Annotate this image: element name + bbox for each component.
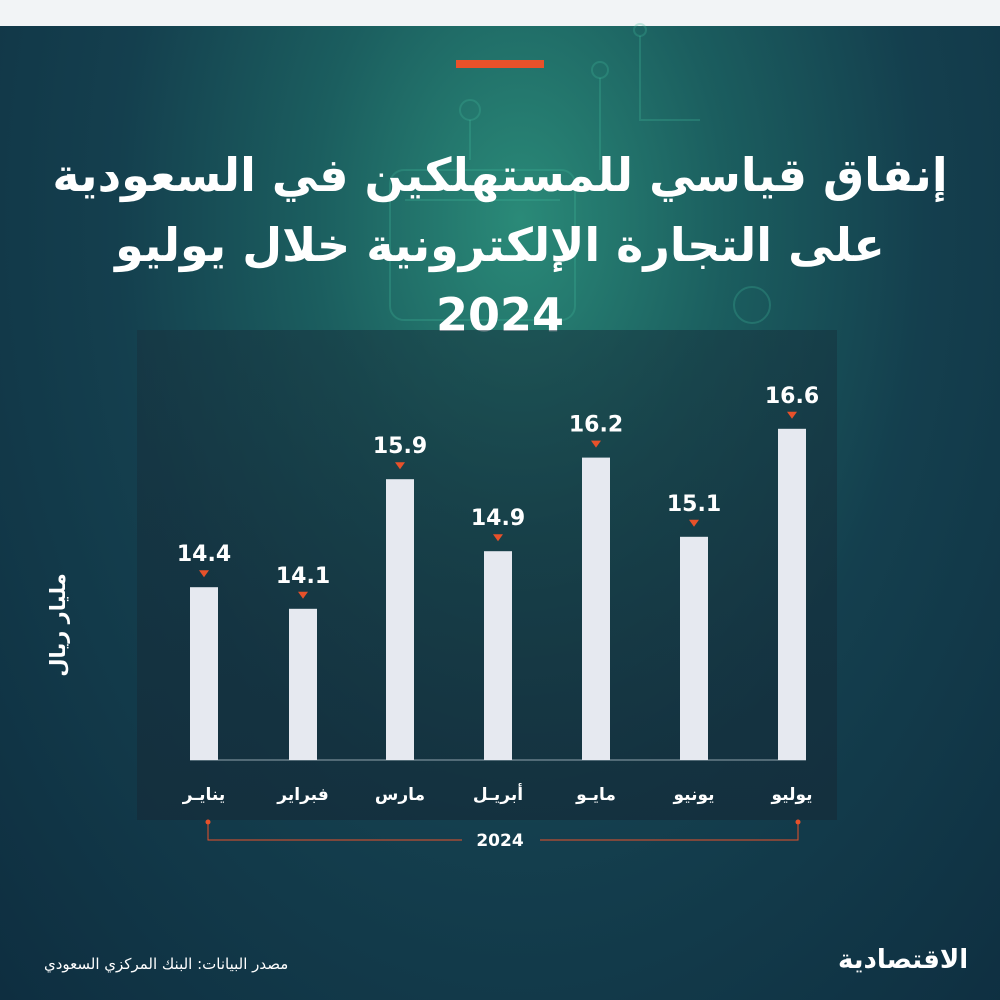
value-marker (199, 570, 209, 578)
year-bracket-dot (205, 819, 211, 825)
value-marker (787, 411, 797, 419)
category-label: فبراير (276, 785, 328, 805)
value-label: 14.9 (471, 506, 525, 531)
value-label: 15.9 (373, 434, 427, 459)
value-label: 16.2 (569, 413, 623, 438)
bar (582, 457, 610, 760)
category-label: ينايـر (182, 785, 225, 805)
year-bracket-dot (795, 819, 801, 825)
year-bracket-left (207, 822, 462, 841)
accent-bar (456, 60, 544, 68)
value-marker (689, 519, 699, 527)
bar (190, 587, 218, 760)
publisher-logo: الاقتصادية (838, 945, 969, 975)
category-label: أبريـل (473, 783, 523, 805)
top-bar (0, 0, 1000, 26)
category-label: يونيو (672, 785, 714, 805)
bar (680, 536, 708, 760)
value-marker (493, 534, 503, 542)
value-label: 16.6 (765, 384, 819, 409)
bar (386, 479, 414, 760)
y-axis-unit-label: مليار ريال (46, 573, 70, 677)
value-label: 15.1 (667, 492, 721, 517)
value-label: 14.1 (276, 564, 330, 589)
value-marker (298, 591, 308, 599)
value-label: 14.4 (177, 542, 231, 567)
year-label: 2024 (476, 831, 523, 851)
value-marker (591, 440, 601, 448)
bar (778, 428, 806, 760)
category-label: مارس (375, 785, 425, 805)
category-label: يوليو (770, 785, 812, 805)
year-bracket-right (540, 822, 799, 841)
data-source: مصدر البيانات: البنك المركزي السعودي (44, 955, 289, 973)
value-marker (395, 462, 405, 470)
category-label: مايـو (575, 785, 616, 805)
bar (289, 608, 317, 760)
bar (484, 551, 512, 760)
